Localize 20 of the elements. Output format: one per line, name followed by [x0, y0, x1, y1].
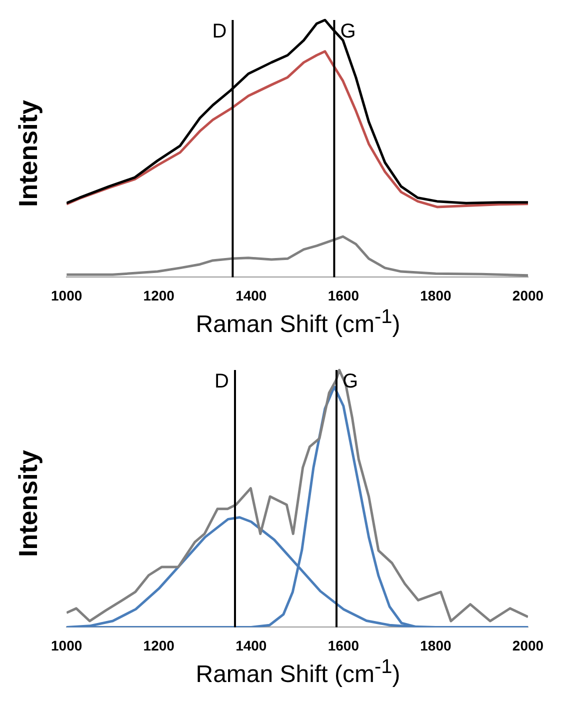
x-tick-label: 1000 [50, 287, 82, 304]
ref-line-label: D [214, 370, 229, 393]
ref-line-label: D [212, 20, 227, 43]
x-tick-label: 1400 [236, 637, 267, 654]
x-tick-label: 1200 [143, 287, 175, 304]
x-tick-label: 2000 [512, 287, 544, 304]
x-axis-title: Raman Shift (cm$^{-1}$) [194, 306, 402, 339]
x-tick-label: 1600 [328, 637, 360, 654]
ref-line-label: G [342, 370, 358, 393]
x-tick-label: 1800 [420, 637, 452, 654]
x-tick-label: 1600 [328, 287, 360, 304]
y-axis-title: Intensity [12, 100, 44, 206]
x-axis-title: Raman Shift (cm$^{-1}$) [194, 656, 402, 689]
x-tick-label: 2000 [512, 637, 544, 654]
x-tick-label: 1000 [50, 637, 82, 654]
y-axis-title: Intensity [12, 450, 44, 556]
x-tick-label: 1800 [420, 287, 452, 304]
x-tick-label: 1400 [236, 287, 267, 304]
ref-line-label: G [340, 20, 356, 43]
x-tick-label: 1200 [143, 637, 175, 654]
